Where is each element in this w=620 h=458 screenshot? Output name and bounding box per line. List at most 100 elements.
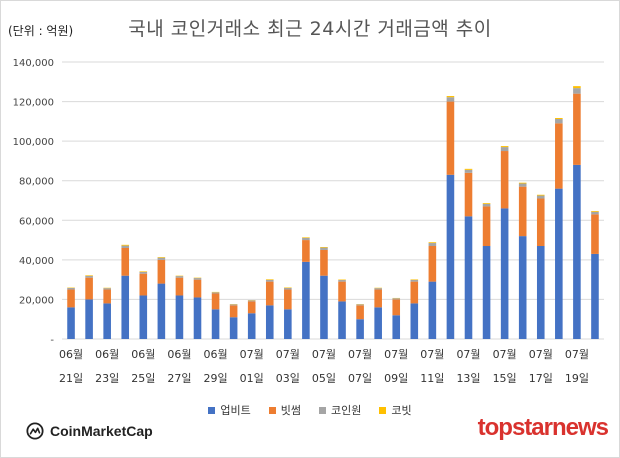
bar-segment — [121, 275, 130, 339]
bar-segment — [247, 313, 256, 339]
bar-segment — [85, 277, 93, 300]
bar-segment — [536, 246, 545, 339]
bar-segment — [157, 259, 166, 284]
bar-segment — [211, 292, 220, 294]
x-tick-label: 23일 — [95, 371, 119, 385]
bar-segment — [103, 303, 111, 339]
bar-segment — [175, 276, 184, 278]
legend-label: 빗썸 — [280, 404, 301, 417]
bar-segment — [139, 295, 148, 339]
bar-segment — [482, 206, 491, 247]
bar-segment — [139, 271, 148, 274]
bar-segment — [338, 280, 346, 282]
bar-segment — [229, 305, 238, 318]
bar-segment — [428, 246, 437, 282]
x-tick-label: 06월 — [167, 348, 191, 361]
bar-segment — [247, 300, 256, 302]
bar-segment — [446, 174, 455, 339]
bar-segment — [573, 88, 581, 94]
bar-segment — [265, 279, 274, 280]
bar-segment — [85, 275, 93, 276]
bar-segment — [67, 287, 75, 290]
bar-segment — [284, 289, 292, 310]
bar-segment — [591, 214, 599, 254]
y-tick-label: - — [50, 335, 54, 346]
coinmarketcap-icon — [26, 422, 44, 440]
bar-segment — [211, 293, 220, 310]
unit-label: (단위 : 억원) — [8, 24, 74, 38]
bar-segment — [284, 287, 292, 290]
x-tick-label: 27일 — [167, 371, 191, 385]
legend-label: 업비트 — [220, 404, 251, 417]
x-tick-label: 06월 — [59, 348, 83, 361]
bar-segment — [500, 146, 509, 148]
y-tick-label: 40,000 — [19, 256, 54, 267]
bar-segment — [356, 305, 364, 320]
bar-segment — [302, 237, 310, 238]
bar-segment — [573, 86, 581, 89]
bar-segment — [555, 188, 563, 339]
bar-segment — [229, 317, 238, 339]
bar-segment — [302, 261, 310, 339]
x-tick-label: 01일 — [240, 371, 264, 385]
x-tick-label: 11일 — [420, 371, 444, 385]
bar-segment — [518, 186, 527, 237]
y-tick-label: 100,000 — [13, 137, 54, 148]
bar-segment — [103, 289, 111, 304]
bar-segment — [211, 309, 220, 339]
bar-segment — [67, 307, 75, 339]
chart-title: 국내 코인거래소 최근 24시간 거래금액 추이 — [128, 18, 492, 40]
x-tick-label: 07월 — [276, 348, 300, 361]
legend-label: 코인원 — [331, 404, 362, 417]
bar-segment — [428, 281, 437, 339]
bar-segment — [500, 151, 509, 209]
bar-segment — [573, 164, 581, 339]
legend-label: 코빗 — [391, 404, 412, 417]
bar-segment — [193, 297, 202, 339]
bar-segment — [536, 194, 545, 196]
bar-segment — [85, 275, 93, 278]
bar-segment — [67, 289, 75, 308]
bar-segment — [518, 183, 527, 187]
bar-segment — [500, 208, 509, 339]
bar-segment — [446, 101, 455, 175]
bar-segment — [464, 169, 473, 173]
bar-segment — [247, 301, 256, 314]
x-tick-label: 25일 — [131, 371, 155, 385]
bar-segment — [356, 304, 364, 306]
bar-segment — [175, 277, 184, 296]
bar-segment — [374, 288, 382, 290]
bar-segment — [121, 245, 130, 248]
x-tick-label: 09일 — [384, 371, 408, 385]
bar-segment — [446, 97, 455, 102]
bar-segment — [392, 298, 401, 300]
bar-segment — [302, 240, 310, 262]
bar-segment — [356, 319, 364, 339]
bar-segment — [555, 117, 563, 119]
bar-segment — [482, 203, 491, 204]
legend-swatch — [379, 406, 387, 414]
x-tick-label: 07월 — [565, 348, 589, 361]
bar-segment — [265, 305, 274, 339]
x-tick-label: 13일 — [456, 371, 480, 385]
bar-segment — [265, 279, 274, 282]
bar-segment — [555, 118, 563, 124]
legend-swatch — [208, 406, 216, 414]
chart-legend: 업비트 빗썸 코인원 코빗 — [0, 402, 620, 418]
x-tick-label: 15일 — [493, 371, 517, 385]
bar-segment — [121, 244, 130, 246]
bar-segment — [157, 283, 166, 339]
x-tick-label: 21일 — [59, 371, 83, 385]
x-tick-label: 07월 — [493, 348, 517, 361]
bar-segment — [284, 309, 292, 339]
bar-segment — [157, 257, 166, 260]
bar-segment — [573, 93, 581, 165]
bar-segment — [410, 279, 419, 282]
bar-segment — [320, 275, 328, 339]
bar-segment — [482, 246, 491, 339]
bar-segment — [338, 301, 346, 339]
x-tick-label: 05일 — [312, 371, 336, 385]
bar-segment — [374, 307, 382, 339]
bar-segment — [392, 299, 401, 316]
x-tick-label: 07월 — [420, 348, 444, 361]
